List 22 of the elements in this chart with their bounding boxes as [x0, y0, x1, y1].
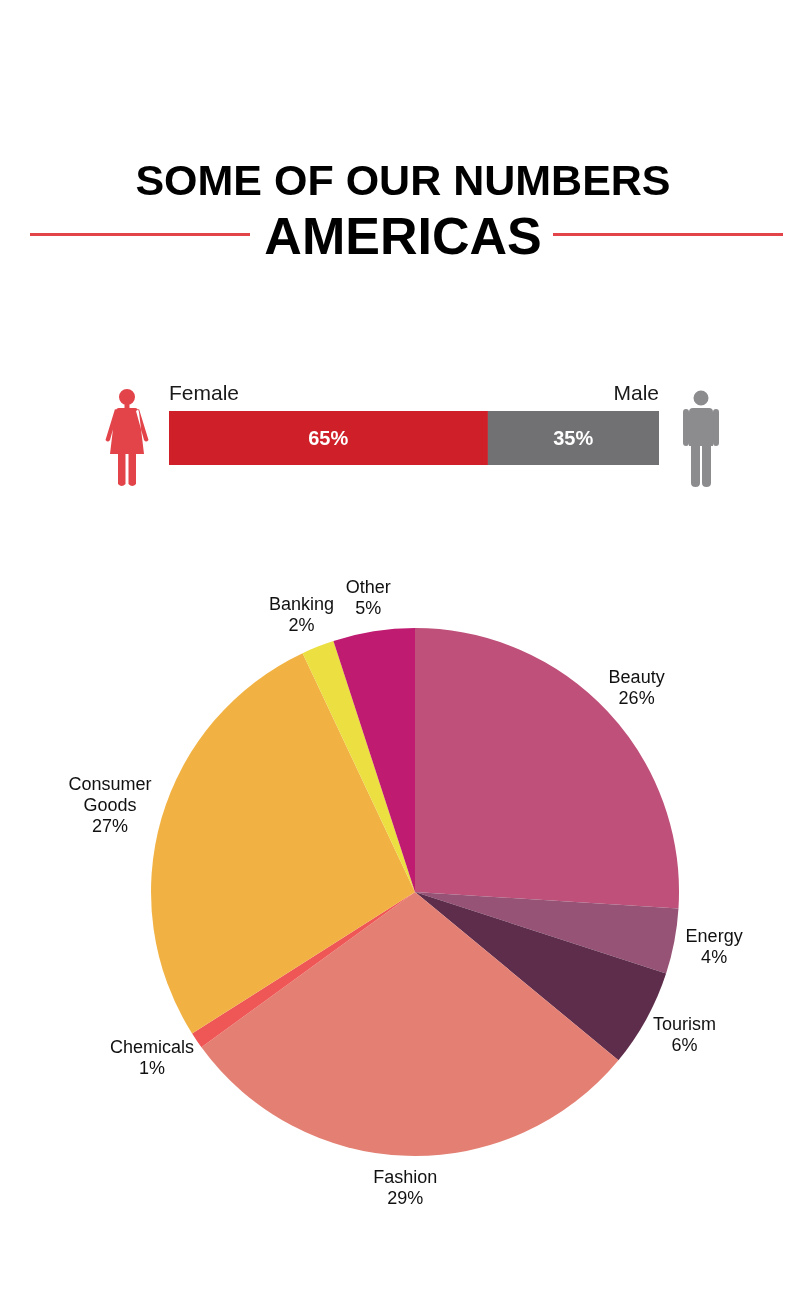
slice-label: Beauty: [608, 667, 665, 688]
slice-label: Tourism: [652, 1013, 716, 1034]
series-label: Female: [169, 381, 240, 404]
slice-label: Consumer Goods: [68, 774, 152, 816]
data-label: 4%: [701, 947, 728, 968]
slice-label: Energy: [685, 926, 743, 947]
chart-subtitle: AMERICAS: [263, 207, 543, 265]
data-label: 2%: [288, 615, 315, 636]
data-label: 6%: [671, 1034, 698, 1055]
slice-label: Other: [345, 577, 391, 598]
slice-label: Fashion: [373, 1167, 438, 1188]
data-label: 5%: [355, 598, 382, 619]
data-label: 26%: [618, 688, 655, 709]
data-label: 27%: [92, 816, 129, 837]
data-label: 35%: [553, 426, 594, 449]
data-label: 65%: [308, 426, 349, 449]
slice-label: Chemicals: [109, 1037, 194, 1058]
data-label: 1%: [138, 1058, 165, 1079]
chart-title: SOME OF OUR NUMBERS: [134, 156, 672, 204]
series-label: Male: [613, 381, 659, 404]
slice-label: Banking: [268, 594, 334, 615]
data-label: 29%: [387, 1188, 424, 1209]
